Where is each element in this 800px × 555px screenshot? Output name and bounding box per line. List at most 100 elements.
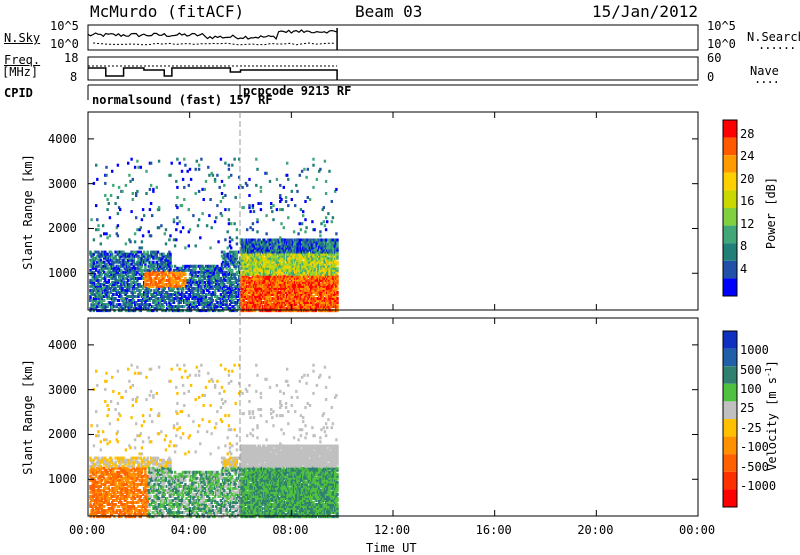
power-cell <box>150 261 152 264</box>
power-cell <box>173 238 175 241</box>
power-cell <box>169 303 171 306</box>
power-cell <box>106 198 108 201</box>
power-cell <box>118 299 120 302</box>
power-cell <box>134 232 136 235</box>
power-cell <box>246 184 248 187</box>
power-cell <box>212 299 214 302</box>
power-cell <box>158 226 160 229</box>
power-cell <box>165 242 167 245</box>
power-cell <box>137 251 139 254</box>
power-cell <box>90 218 92 221</box>
power-cell <box>181 204 183 207</box>
power-cell <box>235 196 237 199</box>
power-cell <box>252 204 254 207</box>
power-cell <box>196 265 198 268</box>
power-cell <box>206 224 208 227</box>
power-cell <box>325 180 327 183</box>
power-cell <box>208 214 210 217</box>
power-cell <box>95 251 97 254</box>
power-cell <box>256 230 258 233</box>
power-cell <box>332 216 334 219</box>
power-cell <box>149 303 151 306</box>
power-cell <box>285 200 287 203</box>
power-cell <box>151 214 153 217</box>
power-cell <box>150 277 152 280</box>
power-cell <box>96 178 98 181</box>
power-cell <box>301 222 303 225</box>
power-cell <box>117 164 119 167</box>
power-cell <box>129 240 131 243</box>
power-cell <box>169 174 171 177</box>
power-cell <box>228 218 230 221</box>
power-cell <box>184 164 186 167</box>
power-cell <box>106 253 108 256</box>
power-cell <box>171 265 173 268</box>
power-cell <box>227 287 229 290</box>
power-cell <box>129 180 131 183</box>
power-cell <box>311 220 313 223</box>
power-cell <box>303 168 305 171</box>
power-cell <box>236 251 238 254</box>
power-cell <box>297 232 299 235</box>
power-cell <box>172 293 174 296</box>
power-cell <box>119 208 121 211</box>
power-cell <box>136 190 138 193</box>
power-cell <box>141 240 143 243</box>
power-cell <box>201 212 203 215</box>
power-cell <box>184 246 186 249</box>
power-cell <box>140 166 142 169</box>
power-cell <box>104 194 106 197</box>
power-cell <box>272 218 274 221</box>
power-cell <box>145 170 147 173</box>
power-cell <box>198 168 200 171</box>
power-cell <box>181 170 183 173</box>
power-cell <box>286 174 288 177</box>
power-cell <box>130 210 132 213</box>
power-cell <box>103 232 105 235</box>
power-cell <box>320 222 322 225</box>
power-cell <box>190 265 192 268</box>
power-cell <box>128 283 130 286</box>
power-cell <box>158 206 160 209</box>
power-cell <box>331 220 333 223</box>
power-cell <box>189 168 191 171</box>
power-cell <box>216 204 218 207</box>
power-cell <box>141 269 143 272</box>
power-cell <box>153 269 155 272</box>
power-cell <box>197 224 199 227</box>
power-cell <box>229 236 231 239</box>
power-cell <box>228 208 230 211</box>
power-cell <box>149 208 151 211</box>
power-cell <box>104 182 106 185</box>
power-cell <box>279 208 281 211</box>
velocity-scatter <box>89 364 338 518</box>
power-cell <box>176 222 178 225</box>
power-cell <box>157 251 159 254</box>
power-cell <box>121 287 123 290</box>
power-cell <box>179 162 181 165</box>
power-cell <box>228 168 230 171</box>
power-cell <box>124 277 126 280</box>
power-cell <box>224 279 226 282</box>
power-cell <box>237 305 239 308</box>
power-cell <box>255 158 257 161</box>
power-cell <box>183 186 185 189</box>
power-cell <box>253 210 255 213</box>
power-cell <box>139 246 141 249</box>
power-cell <box>328 170 330 173</box>
power-cell <box>176 206 178 209</box>
power-cell <box>220 158 222 161</box>
power-cell <box>300 228 302 231</box>
power-cell <box>230 222 232 225</box>
power-cell <box>134 240 136 243</box>
power-cell <box>160 224 162 227</box>
power-cell <box>112 184 114 187</box>
power-cell <box>149 188 151 191</box>
power-cell <box>176 186 178 189</box>
power-cell <box>312 164 314 167</box>
power-cell <box>158 277 160 280</box>
power-cell <box>198 164 200 167</box>
power-cell <box>136 160 138 163</box>
power-cell <box>305 176 307 179</box>
power-cell <box>152 188 154 191</box>
